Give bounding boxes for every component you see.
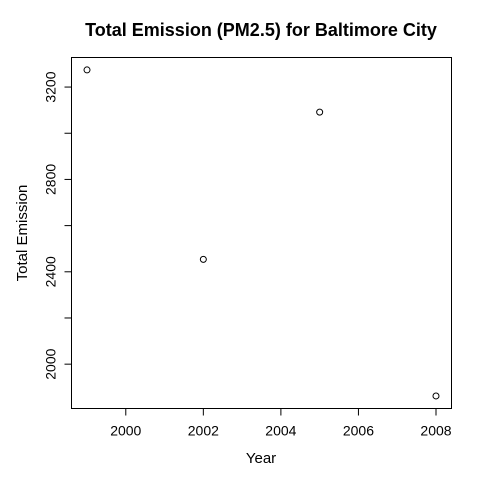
x-tick-label: 2006: [343, 423, 374, 439]
data-points: [84, 67, 439, 399]
y-tick-label: 2000: [43, 348, 59, 379]
x-tick-label: 2002: [188, 423, 219, 439]
y-tick-label: 2800: [43, 164, 59, 195]
data-point: [433, 393, 439, 399]
x-tick-label: 2000: [110, 423, 141, 439]
y-tick-label: 3200: [43, 71, 59, 102]
y-axis-title: Total Emission: [14, 185, 31, 282]
x-tick-label: 2008: [420, 423, 451, 439]
data-point: [84, 67, 90, 73]
y-axis: 2000 2400 2800 3200: [43, 71, 72, 379]
x-axis-title: Year: [246, 450, 276, 467]
y-tick-label: 2400: [43, 256, 59, 287]
plot-frame: [72, 58, 452, 409]
data-point: [200, 256, 206, 262]
chart-title: Total Emission (PM2.5) for Baltimore Cit…: [85, 20, 437, 40]
x-tick-label: 2004: [265, 423, 296, 439]
data-point: [317, 109, 323, 115]
x-axis: 2000 2002 2004 2006 2008: [110, 409, 452, 439]
